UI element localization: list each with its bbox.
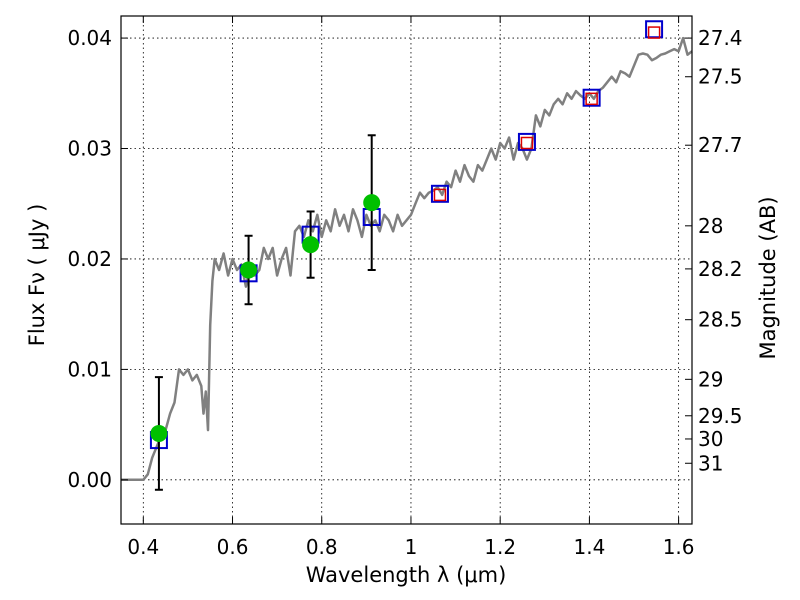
x-tick-label: 1 <box>405 535 418 559</box>
x-tick-label: 0.8 <box>306 535 338 559</box>
mag-tick-label: 31 <box>698 451 723 475</box>
x-tick-label: 0.6 <box>217 535 249 559</box>
mag-tick-label: 27.7 <box>698 133 743 157</box>
mag-tick-label: 29 <box>698 367 723 391</box>
axis-labels: Wavelength λ (μm) Flux Fν ( μJy ) Magnit… <box>25 196 780 587</box>
red-square-marker <box>647 26 661 39</box>
mag-tick-label: 28.5 <box>698 308 743 332</box>
blue-square-marker <box>430 184 449 203</box>
y-axis-label: Flux Fν ( μJy ) <box>25 204 49 347</box>
grid-lines <box>121 16 692 524</box>
mag-tick-label: 30 <box>698 427 723 451</box>
mag-tick-label: 29.5 <box>698 404 743 428</box>
mag-tick-label: 28.2 <box>698 257 743 281</box>
y2-axis-label: Magnitude (AB) <box>756 196 780 359</box>
y-tick-label: 0.04 <box>67 26 112 50</box>
red-square-marker <box>585 92 598 106</box>
y-tick-label: 0.01 <box>67 357 112 381</box>
red-square-marker <box>433 188 447 202</box>
axes: 0.4 0.6 0.8 1 1.2 1.4 1.6 0.00 0.01 0.02 0.03 0.04 2… <box>67 15 743 559</box>
blue-square-marker <box>582 88 601 107</box>
data-point <box>363 194 381 212</box>
blue-square-marker <box>645 20 664 39</box>
x-tick-label: 1.4 <box>573 535 605 559</box>
x-tick-label: 0.4 <box>127 535 159 559</box>
red-square-marker <box>520 136 534 150</box>
series-layer <box>121 20 693 491</box>
y-tick-label: 0.03 <box>67 137 112 161</box>
mag-tick-label: 27.5 <box>698 65 743 89</box>
x-tick-label: 1.2 <box>484 535 516 559</box>
mag-tick-label: 27.4 <box>698 26 743 50</box>
y-tick-label: 0.00 <box>67 468 112 492</box>
data-point <box>302 236 320 254</box>
y-tick-label: 0.02 <box>67 247 112 271</box>
data-point <box>240 261 258 279</box>
plot-frame <box>120 15 693 525</box>
x-axis-label: Wavelength λ (μm) <box>306 563 507 587</box>
data-point <box>150 424 168 442</box>
spectrum-line <box>121 36 693 482</box>
x-tick-label: 1.6 <box>663 535 695 559</box>
blue-square-marker <box>517 132 536 151</box>
mag-tick-label: 28 <box>698 214 723 238</box>
